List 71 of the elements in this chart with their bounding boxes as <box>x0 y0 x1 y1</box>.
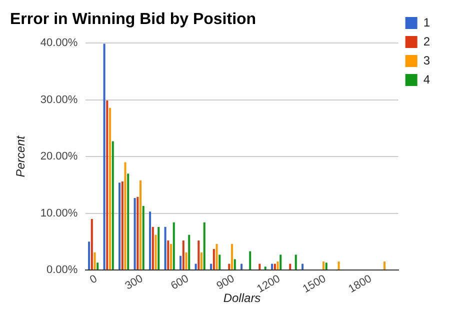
bar <box>271 264 274 270</box>
bar <box>258 264 261 270</box>
bar <box>228 264 230 270</box>
bar <box>338 261 340 270</box>
y-tick-label: 10.00% <box>40 207 78 220</box>
bar <box>188 234 190 270</box>
x-tick-label: 0 <box>88 272 100 286</box>
x-tick-label: 1500 <box>300 272 328 296</box>
bar <box>152 226 154 270</box>
y-tick-label: 20.00% <box>40 150 78 163</box>
bar <box>109 108 112 270</box>
x-tick-label: 900 <box>214 272 237 292</box>
bar <box>198 240 200 270</box>
bar <box>212 249 215 270</box>
bar <box>200 252 203 270</box>
bar <box>106 100 108 270</box>
bar <box>142 206 144 270</box>
bar <box>136 196 139 270</box>
y-tick-label: 30.00% <box>40 94 78 106</box>
bar <box>218 254 221 270</box>
bar <box>164 226 166 270</box>
bar <box>170 244 172 270</box>
bar <box>249 251 252 270</box>
bar <box>240 264 243 270</box>
bar <box>149 212 152 270</box>
x-tick-label: 300 <box>123 272 146 292</box>
bar <box>172 222 175 270</box>
bar <box>134 198 136 270</box>
legend-label: 2 <box>423 34 430 48</box>
bar <box>90 218 93 270</box>
bar <box>234 259 236 270</box>
bar <box>289 264 292 270</box>
y-axis-title: Percent <box>14 135 28 178</box>
bar <box>231 244 234 270</box>
bar <box>124 162 126 270</box>
bar <box>112 141 114 270</box>
bar <box>384 261 386 270</box>
bar <box>158 226 160 270</box>
bar <box>322 261 325 270</box>
bar <box>302 264 304 270</box>
bar <box>276 261 279 270</box>
bar <box>180 256 182 270</box>
bar <box>210 264 212 270</box>
bar <box>194 264 197 270</box>
bar <box>274 264 276 270</box>
bar <box>127 174 130 270</box>
bar <box>182 240 184 270</box>
bar <box>154 234 157 270</box>
bar <box>280 254 282 270</box>
chart-title: Error in Winning Bid by Position <box>10 11 256 28</box>
bar <box>140 180 142 270</box>
bar <box>118 182 121 270</box>
bar <box>167 240 170 270</box>
bar <box>94 252 96 270</box>
legend-label: 1 <box>423 15 430 30</box>
bar <box>294 254 297 270</box>
bar <box>121 182 124 270</box>
bar <box>216 244 218 270</box>
bar <box>185 252 188 270</box>
x-tick-label: 600 <box>168 272 191 292</box>
x-tick-label: 1800 <box>346 272 374 296</box>
bar <box>103 44 106 270</box>
legend-label: 4 <box>423 72 430 86</box>
bar <box>96 262 99 270</box>
bar <box>203 222 206 270</box>
y-tick-label: 0.00% <box>46 264 78 276</box>
bar <box>88 242 90 270</box>
legend-label: 3 <box>423 53 430 68</box>
y-tick-label: 40.00% <box>40 37 78 50</box>
bar <box>325 262 328 270</box>
bar <box>264 266 266 270</box>
